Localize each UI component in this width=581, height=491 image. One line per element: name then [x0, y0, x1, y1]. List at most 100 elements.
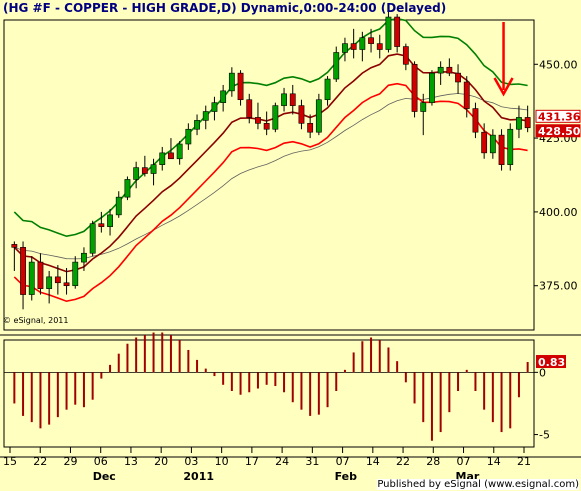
x-tick-label: 14	[487, 455, 501, 468]
candle-body	[429, 72, 435, 103]
candle-body	[333, 52, 340, 80]
candle-body	[11, 244, 18, 248]
candle-body	[63, 282, 70, 287]
x-tick-label: 20	[154, 455, 168, 468]
candle-body	[72, 261, 79, 287]
osc-value-label: 0.83	[538, 356, 565, 369]
candle-body	[289, 93, 296, 106]
candle-body	[202, 111, 209, 121]
candle-body	[46, 276, 53, 289]
candle-body	[463, 81, 470, 109]
x-month-label: Feb	[335, 470, 358, 483]
candle-body	[507, 128, 514, 165]
price-panel-frame	[3, 19, 535, 331]
price-tag	[535, 109, 581, 123]
candle-body	[20, 247, 26, 295]
candle-body	[455, 72, 461, 83]
annotation-arrow-head	[493, 77, 514, 97]
candle-body	[98, 223, 105, 227]
candle-body	[489, 134, 496, 154]
candle-body	[498, 134, 505, 165]
candle-body	[350, 43, 357, 50]
candle-body	[185, 128, 192, 145]
candle-body	[298, 105, 305, 124]
x-tick-label: 10	[215, 455, 229, 468]
x-tick-label: 21	[517, 455, 531, 468]
price-tick-label: 400.00	[539, 206, 578, 219]
x-tick-label: 03	[184, 455, 198, 468]
x-tick-label: 14	[366, 455, 380, 468]
candle-body	[28, 261, 35, 295]
x-tick-label: 06	[94, 455, 108, 468]
candle-body	[141, 167, 148, 174]
copyright-label: © eSignal, 2011	[3, 316, 69, 325]
candle-body	[516, 117, 522, 130]
candle-body	[194, 120, 200, 130]
candle-body	[359, 37, 366, 50]
candle-body	[246, 99, 253, 118]
x-tick-label: 31	[305, 455, 319, 468]
osc-tick-label: -5	[539, 429, 550, 442]
candle-body	[228, 72, 235, 92]
x-tick-label: 15	[3, 455, 17, 468]
candle-body	[211, 102, 218, 112]
x-tick-label: 07	[457, 455, 471, 468]
candle-body	[446, 66, 453, 74]
osc-tick-label: 0	[539, 366, 546, 379]
candle-body	[342, 43, 348, 53]
x-tick-label: 22	[33, 455, 47, 468]
candle-body	[368, 37, 374, 44]
candle-body	[133, 167, 140, 180]
candle-body	[472, 108, 479, 133]
price-tick-label: 450.00	[539, 58, 578, 71]
candle-body	[272, 105, 279, 130]
price-tag	[535, 124, 581, 138]
price-tick-label: 375.00	[539, 280, 578, 293]
x-month-label: Dec	[93, 470, 116, 483]
osc-value-tag	[536, 355, 566, 369]
candle-body	[255, 117, 261, 124]
candle-body	[159, 152, 166, 165]
candle-body	[176, 143, 183, 160]
published-footer: Published by eSignal (www.esignal.com)	[377, 479, 579, 490]
candle-body	[411, 63, 418, 112]
candle-body	[315, 99, 322, 133]
candle-body	[107, 214, 113, 227]
candle-body	[402, 46, 409, 65]
price-tag-label: 431.36	[538, 110, 581, 123]
x-tick-label: 28	[426, 455, 440, 468]
candle-body	[376, 43, 383, 50]
candle-body	[54, 276, 61, 284]
lower-band-line	[13, 82, 528, 303]
x-tick-label: 17	[245, 455, 259, 468]
candle-body	[420, 102, 427, 112]
candle-body	[307, 123, 314, 133]
x-tick-label: 22	[396, 455, 410, 468]
candle-body	[124, 179, 131, 198]
chart-title: (HG #F - COPPER - HIGH GRADE,D) Dynamic,…	[3, 1, 447, 15]
candle-body	[168, 152, 174, 160]
x-tick-label: 13	[124, 455, 138, 468]
x-tick-label: 29	[63, 455, 77, 468]
candle-body	[237, 72, 244, 101]
candle-body	[281, 93, 287, 106]
upper-band-line	[13, 17, 528, 238]
candle-body	[115, 196, 122, 216]
candle-body	[324, 78, 331, 101]
candle-body	[524, 117, 531, 129]
oscillator-panel-frame	[3, 339, 535, 448]
x-tick-label: 24	[275, 455, 289, 468]
price-tag-label: 428.50	[538, 125, 581, 138]
candle-body	[481, 131, 488, 154]
candle-body	[394, 16, 401, 47]
candle-body	[150, 164, 157, 174]
candle-body	[437, 66, 444, 74]
candle-body	[263, 123, 270, 130]
candle-body	[37, 261, 44, 289]
candle-body	[89, 223, 96, 254]
candle-body	[220, 90, 227, 103]
candle-body	[81, 252, 87, 263]
x-month-label: 2011	[183, 470, 214, 483]
